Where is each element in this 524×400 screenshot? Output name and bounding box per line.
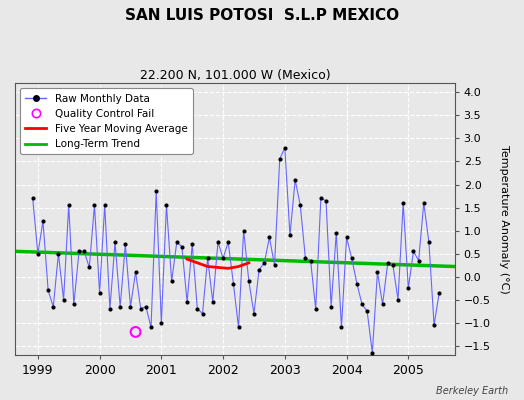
Point: [90, 202, 99, 208]
Point: [49, 304, 58, 310]
Point: [101, 202, 109, 208]
Point: [245, 278, 253, 284]
Point: [301, 255, 310, 262]
Point: [414, 257, 423, 264]
Point: [116, 304, 124, 310]
Point: [39, 218, 47, 224]
Point: [281, 144, 289, 151]
Point: [327, 304, 335, 310]
Point: [435, 290, 443, 296]
Point: [44, 287, 52, 294]
Point: [34, 250, 42, 257]
Point: [219, 255, 227, 262]
Y-axis label: Temperature Anomaly (°C): Temperature Anomaly (°C): [499, 145, 509, 294]
Point: [239, 227, 248, 234]
Point: [203, 255, 212, 262]
Point: [126, 304, 135, 310]
Point: [311, 306, 320, 312]
Point: [132, 329, 140, 335]
Point: [28, 195, 37, 202]
Point: [111, 239, 119, 245]
Point: [260, 260, 268, 266]
Point: [342, 234, 351, 241]
Point: [430, 322, 438, 328]
Title: 22.200 N, 101.000 W (Mexico): 22.200 N, 101.000 W (Mexico): [139, 69, 330, 82]
Point: [157, 320, 166, 326]
Point: [162, 202, 171, 208]
Point: [198, 310, 206, 317]
Point: [95, 290, 104, 296]
Point: [59, 296, 68, 303]
Point: [347, 255, 356, 262]
Point: [394, 296, 402, 303]
Point: [358, 301, 366, 308]
Point: [121, 241, 129, 248]
Point: [316, 195, 325, 202]
Point: [168, 278, 176, 284]
Point: [368, 350, 377, 356]
Point: [307, 257, 315, 264]
Point: [322, 198, 330, 204]
Point: [172, 239, 181, 245]
Point: [270, 262, 279, 268]
Point: [188, 241, 196, 248]
Point: [141, 304, 150, 310]
Point: [291, 177, 299, 183]
Point: [265, 234, 274, 241]
Point: [70, 301, 78, 308]
Point: [420, 200, 428, 206]
Point: [132, 269, 140, 275]
Point: [137, 306, 145, 312]
Point: [209, 299, 217, 305]
Point: [255, 266, 263, 273]
Point: [353, 280, 361, 287]
Legend: Raw Monthly Data, Quality Control Fail, Five Year Moving Average, Long-Term Tren: Raw Monthly Data, Quality Control Fail, …: [20, 88, 192, 154]
Text: Berkeley Earth: Berkeley Earth: [436, 386, 508, 396]
Text: SAN LUIS POTOSI  S.L.P MEXICO: SAN LUIS POTOSI S.L.P MEXICO: [125, 8, 399, 23]
Point: [234, 324, 243, 330]
Point: [214, 239, 222, 245]
Point: [404, 285, 412, 291]
Point: [54, 250, 62, 257]
Point: [409, 248, 418, 254]
Point: [106, 306, 114, 312]
Point: [75, 248, 83, 254]
Point: [64, 202, 73, 208]
Point: [193, 306, 202, 312]
Point: [85, 264, 93, 271]
Point: [424, 239, 433, 245]
Point: [384, 260, 392, 266]
Point: [224, 239, 233, 245]
Point: [152, 188, 160, 195]
Point: [363, 308, 372, 314]
Point: [183, 299, 191, 305]
Point: [286, 232, 294, 238]
Point: [378, 301, 387, 308]
Point: [250, 310, 258, 317]
Point: [389, 262, 397, 268]
Point: [276, 156, 284, 162]
Point: [373, 269, 381, 275]
Point: [337, 324, 346, 330]
Point: [296, 202, 304, 208]
Point: [178, 244, 186, 250]
Point: [147, 324, 155, 330]
Point: [229, 280, 237, 287]
Point: [332, 230, 341, 236]
Point: [80, 248, 89, 254]
Point: [399, 200, 407, 206]
